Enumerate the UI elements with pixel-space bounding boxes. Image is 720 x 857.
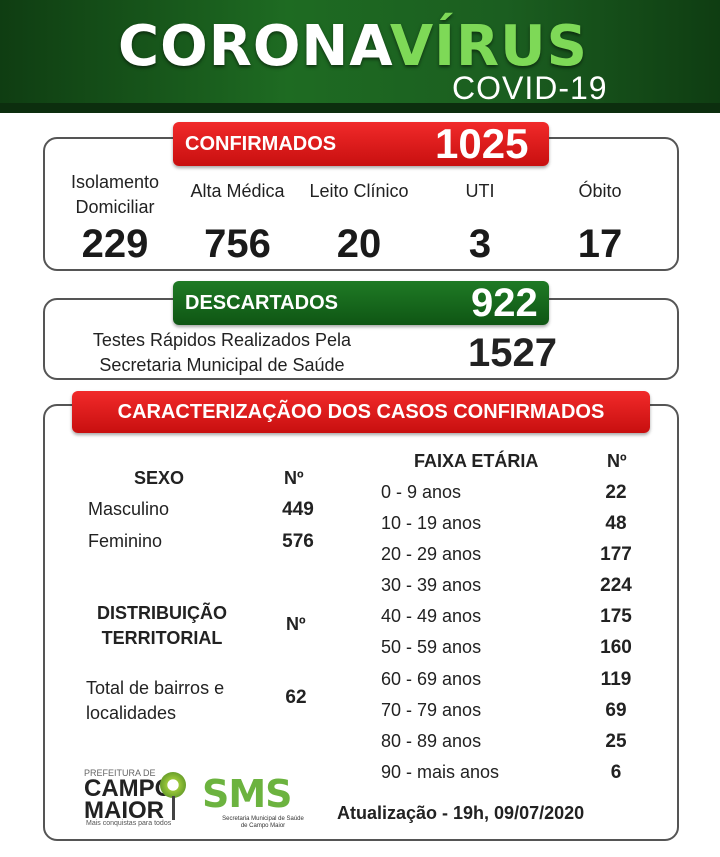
faixa-row-value: 224 [600, 575, 632, 596]
sms-logo: SMS Secretaria Municipal de Saúde de Cam… [202, 772, 304, 829]
page-title: CORONAVÍRUS [118, 14, 588, 79]
category-label: UTI [465, 181, 495, 201]
testes-label: Testes Rápidos Realizados Pela Secretari… [92, 330, 352, 375]
faixa-row-label: 40 - 49 anos [381, 606, 482, 626]
prefeitura-logo: PREFEITURA DE CAMPO MAIOR Mais conquistas… [84, 768, 174, 827]
faixa-row-value: 160 [600, 637, 632, 658]
faixa-row-label: 30 - 39 anos [381, 575, 482, 595]
faixa-row-value: 25 [605, 731, 627, 752]
testes-value: 1527 [468, 331, 557, 375]
category-label: Óbito [578, 181, 622, 201]
faixa-row-value: 48 [605, 513, 627, 534]
caracterizacao-label: CARACTERIZAÇÃOO DOS CASOS CONFIRMADOS [117, 401, 605, 423]
category-label: Isolamento Domiciliar [70, 172, 160, 217]
territorial-label: Total de bairros e localidades [86, 678, 225, 723]
territorial-header: DISTRIBUIÇÃO TERRITORIAL [97, 603, 227, 648]
descartados-banner: DESCARTADOS 922 [173, 281, 549, 325]
category-value: 20 [336, 222, 382, 266]
sexo-num-header: Nº [284, 468, 304, 488]
category-value: 756 [204, 222, 271, 266]
category-value: 17 [577, 222, 623, 266]
territorial-num-header: Nº [286, 614, 306, 634]
header: CORONAVÍRUS COVID-19 [0, 0, 720, 113]
confirmados-label: CONFIRMADOS [185, 133, 337, 155]
sexo-header: SEXO [134, 468, 185, 488]
update-timestamp: Atualização - 19h, 09/07/2020 [337, 803, 585, 823]
descartados-label: DESCARTADOS [185, 292, 338, 314]
faixa-header: FAIXA ETÁRIA [414, 451, 539, 471]
faixa-row-label: 80 - 89 anos [381, 731, 482, 751]
confirmados-total: 1025 [435, 120, 529, 167]
faixa-row-label: 60 - 69 anos [381, 669, 482, 689]
category-value: 3 [468, 222, 492, 266]
faixa-row-label: 90 - mais anos [381, 762, 500, 782]
sexo-row-label: Feminino [88, 531, 163, 551]
faixa-num-header: Nº [607, 451, 627, 471]
confirmados-banner: CONFIRMADOS 1025 [173, 120, 549, 167]
caracterizacao-panel [43, 404, 679, 841]
faixa-row-label: 20 - 29 anos [381, 544, 482, 564]
flower-stem [172, 796, 175, 820]
faixa-row-label: 70 - 79 anos [381, 700, 482, 720]
sexo-row-value: 576 [282, 531, 314, 552]
faixa-row-label: 10 - 19 anos [381, 513, 482, 533]
flower-icon [160, 772, 186, 798]
category-label: Alta Médica [190, 181, 285, 201]
category-label: Leito Clínico [309, 181, 409, 201]
descartados-total: 922 [471, 281, 538, 325]
faixa-row-value: 177 [600, 544, 632, 565]
page-subtitle: COVID-19 [452, 70, 608, 106]
faixa-row-value: 22 [605, 482, 627, 503]
territorial-value: 62 [285, 687, 307, 708]
faixa-row-value: 6 [610, 762, 622, 783]
faixa-row-value: 119 [600, 669, 632, 690]
category-value: 229 [81, 222, 149, 266]
faixa-row-label: 0 - 9 anos [381, 482, 462, 502]
sexo-row-value: 449 [282, 499, 314, 520]
faixa-row-value: 69 [605, 700, 627, 721]
caracterizacao-banner: CARACTERIZAÇÃOO DOS CASOS CONFIRMADOS [72, 391, 650, 433]
sexo-row-label: Masculino [88, 499, 170, 519]
faixa-row-label: 50 - 59 anos [381, 637, 482, 657]
faixa-row-value: 175 [600, 606, 632, 627]
